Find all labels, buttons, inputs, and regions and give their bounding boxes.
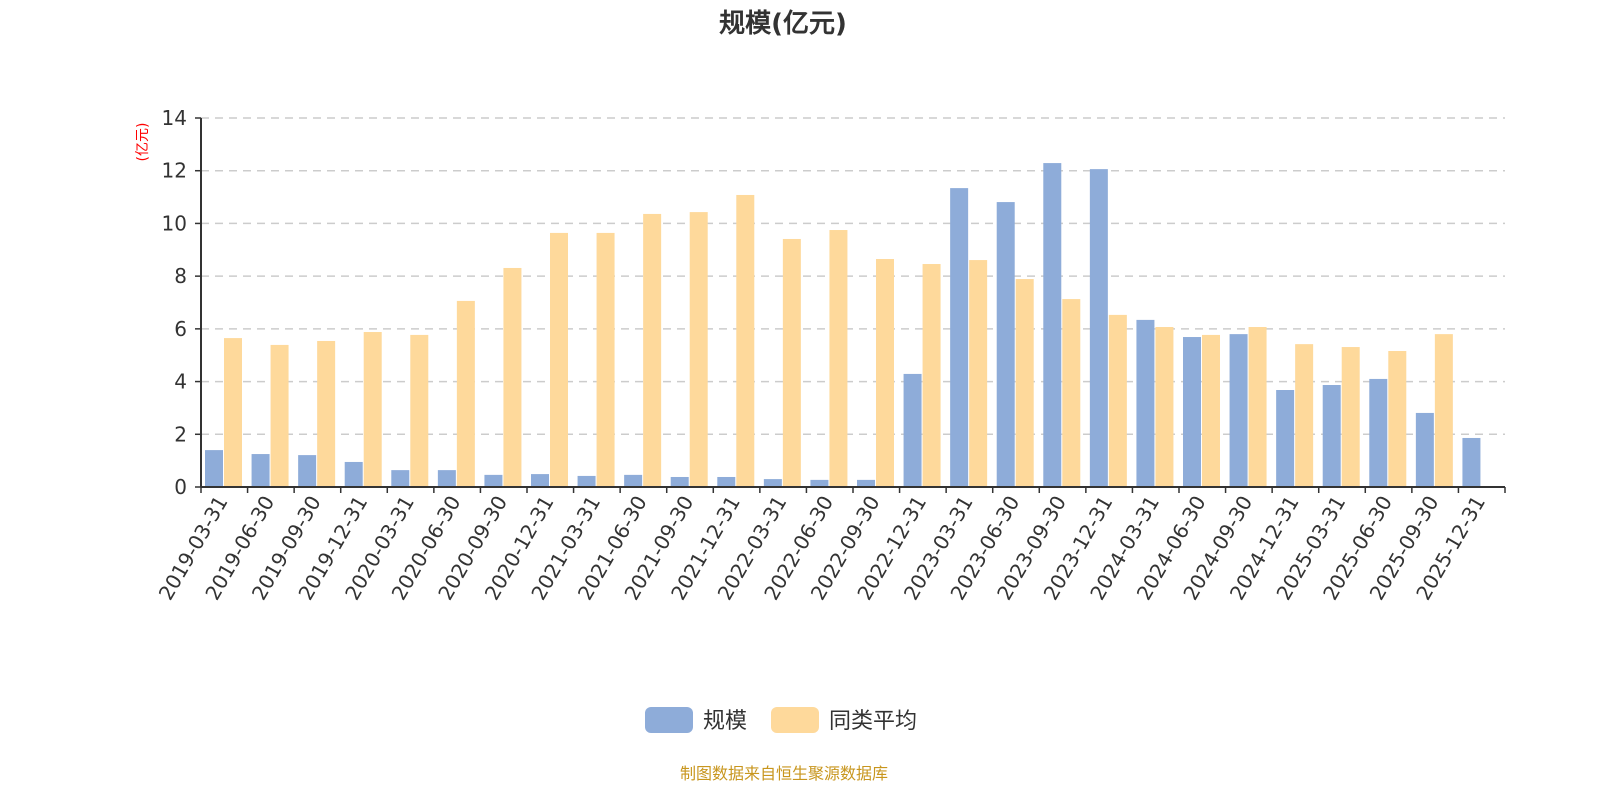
y-tick-label: 0 (174, 475, 187, 499)
bar-scale[interactable] (298, 455, 317, 487)
bar-scale[interactable] (391, 470, 410, 487)
bar-scale[interactable] (810, 479, 829, 487)
bar-scale[interactable] (205, 450, 223, 487)
y-tick-label: 14 (162, 106, 187, 130)
bar-peer-average[interactable] (922, 264, 941, 487)
bar-peer-average[interactable] (456, 300, 475, 487)
bar-scale[interactable] (950, 188, 969, 488)
bar-peer-average[interactable] (503, 267, 522, 487)
bar-peer-average[interactable] (829, 230, 848, 487)
data-source-footer: 制图数据来自恒生聚源数据库 (680, 764, 888, 783)
legend-swatch-peer-average[interactable] (771, 707, 819, 733)
bar-peer-average[interactable] (969, 260, 988, 487)
y-tick-label: 8 (174, 264, 187, 288)
bar-peer-average[interactable] (1062, 299, 1081, 487)
y-tick-label: 4 (174, 370, 187, 394)
bar-scale[interactable] (437, 470, 456, 487)
bar-scale[interactable] (1136, 319, 1155, 487)
bar-peer-average[interactable] (1295, 344, 1314, 487)
bar-peer-average[interactable] (1341, 347, 1360, 487)
bar-scale[interactable] (1462, 437, 1481, 487)
bar-scale[interactable] (857, 479, 875, 487)
bar-peer-average[interactable] (224, 338, 242, 487)
y-tick-label: 12 (162, 159, 187, 183)
bar-scale[interactable] (1183, 337, 1201, 487)
bar-peer-average[interactable] (1015, 279, 1034, 487)
bar-peer-average[interactable] (550, 232, 568, 487)
bar-scale[interactable] (1229, 334, 1248, 487)
bar-peer-average[interactable] (876, 259, 894, 487)
bar-peer-average[interactable] (782, 238, 801, 487)
legend-label-peer-average[interactable]: 同类平均 (829, 709, 917, 734)
bar-scale[interactable] (484, 474, 503, 487)
bar-peer-average[interactable] (363, 332, 382, 487)
bar-scale[interactable] (577, 475, 596, 487)
bar-scale[interactable] (1089, 169, 1108, 487)
bar-peer-average[interactable] (270, 344, 289, 487)
bar-peer-average[interactable] (317, 340, 336, 487)
bar-peer-average[interactable] (1202, 334, 1220, 487)
bar-scale[interactable] (717, 476, 736, 487)
bar-scale[interactable] (1369, 378, 1388, 487)
bar-scale[interactable] (670, 476, 689, 487)
bar-peer-average[interactable] (596, 232, 615, 487)
legend: 规模 同类平均 (645, 707, 917, 734)
bar-scale[interactable] (1322, 384, 1341, 487)
y-tick-label: 10 (162, 211, 187, 235)
legend-swatch-scale[interactable] (645, 707, 693, 733)
bar-scale[interactable] (996, 202, 1015, 487)
bar-peer-average[interactable] (736, 194, 755, 487)
y-axis-label: (亿元) (135, 123, 151, 162)
bar-peer-average[interactable] (1155, 327, 1174, 487)
bar-scale[interactable] (1276, 390, 1295, 487)
bar-scale[interactable] (1415, 412, 1434, 487)
bar-scale[interactable] (251, 454, 270, 487)
legend-label-scale[interactable]: 规模 (703, 709, 747, 734)
bar-scale[interactable] (903, 373, 922, 487)
bar-peer-average[interactable] (410, 334, 429, 487)
bar-peer-average[interactable] (689, 212, 708, 487)
y-tick-label: 6 (174, 317, 187, 341)
bar-peer-average[interactable] (643, 213, 662, 487)
bar-peer-average[interactable] (1108, 314, 1127, 487)
bar-scale[interactable] (1043, 163, 1062, 487)
bar-scale[interactable] (763, 479, 782, 487)
bar-peer-average[interactable] (1434, 334, 1453, 487)
bar-scale[interactable] (531, 474, 549, 487)
bar-scale[interactable] (344, 461, 363, 487)
chart-title: 规模(亿元) (719, 9, 847, 39)
bar-peer-average[interactable] (1248, 327, 1267, 487)
y-tick-label: 2 (174, 422, 187, 446)
bar-scale[interactable] (624, 474, 643, 487)
bar-peer-average[interactable] (1388, 350, 1407, 487)
